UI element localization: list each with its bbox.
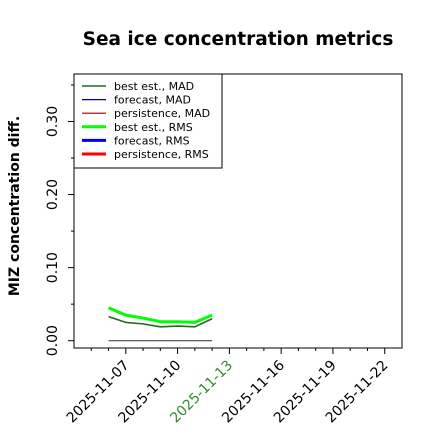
- legend-label: persistence, MAD: [114, 107, 210, 120]
- series-line: [107, 306, 213, 324]
- legend-label: forecast, MAD: [114, 94, 191, 107]
- legend-label: best est., MAD: [114, 80, 194, 93]
- y-tick-label: 0.20: [45, 179, 61, 210]
- legend-label: forecast, RMS: [114, 134, 190, 147]
- y-axis-label: MIZ concentration diff.: [7, 116, 23, 296]
- chart-title: Sea ice concentration metrics: [83, 29, 394, 50]
- legend-box: [73, 73, 223, 169]
- legend-label: best est., RMS: [114, 121, 193, 134]
- legend-label: persistence, RMS: [114, 148, 209, 161]
- series-line: [108, 315, 213, 328]
- y-tick-label: 0.10: [45, 252, 61, 283]
- y-tick-label: 0.00: [45, 325, 61, 356]
- plot-frame: [73, 73, 403, 349]
- y-tick-label: 0.30: [45, 106, 61, 137]
